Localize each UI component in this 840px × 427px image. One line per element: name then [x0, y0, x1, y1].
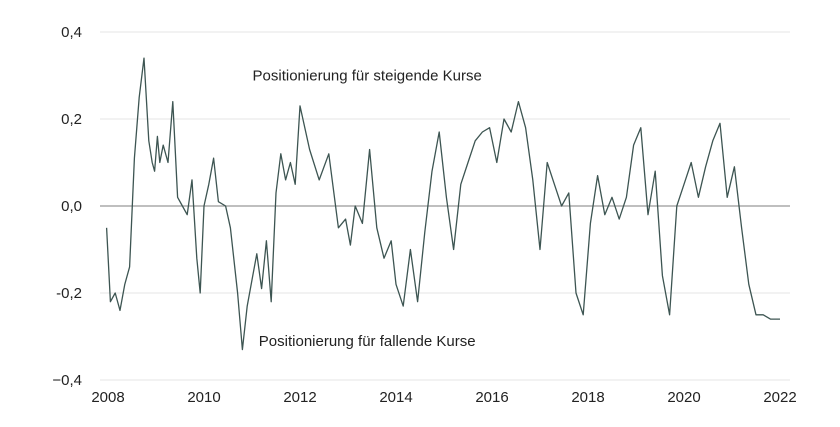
- y-tick-label: −0,4: [52, 372, 82, 389]
- series-line-0: [105, 57, 780, 351]
- y-tick-label: 0,0: [61, 198, 82, 215]
- x-tick-label: 2022: [763, 389, 796, 406]
- annotations: Positionierung für steigende Kurse Positi…: [253, 68, 482, 350]
- y-tick-label: -0,2: [56, 285, 82, 302]
- annotation-label: Positionierung für steigende Kurse: [253, 68, 482, 85]
- x-tick-label: 2018: [571, 389, 604, 406]
- x-tick-label: 2012: [283, 389, 316, 406]
- axis-labels: 0,4 0,2 0,0 -0,2 −0,4 2008 2010 2012 2014 2016 201…: [52, 24, 796, 406]
- series-group: [105, 57, 780, 351]
- x-tick-label: 2020: [667, 389, 700, 406]
- x-tick-label: 2008: [91, 389, 124, 406]
- y-tick-label: 0,4: [61, 24, 82, 41]
- x-tick-label: 2010: [187, 389, 220, 406]
- x-tick-label: 2014: [379, 389, 412, 406]
- y-tick-label: 0,2: [61, 111, 82, 128]
- x-tick-label: 2016: [475, 389, 508, 406]
- grid-lines: [100, 31, 790, 381]
- annotation-label: Positionierung für fallende Kurse: [259, 333, 476, 350]
